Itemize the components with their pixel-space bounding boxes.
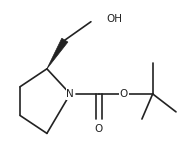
Text: OH: OH bbox=[106, 14, 122, 24]
Text: N: N bbox=[66, 89, 74, 99]
Polygon shape bbox=[47, 38, 68, 69]
Text: O: O bbox=[95, 124, 103, 134]
Text: O: O bbox=[120, 89, 128, 99]
